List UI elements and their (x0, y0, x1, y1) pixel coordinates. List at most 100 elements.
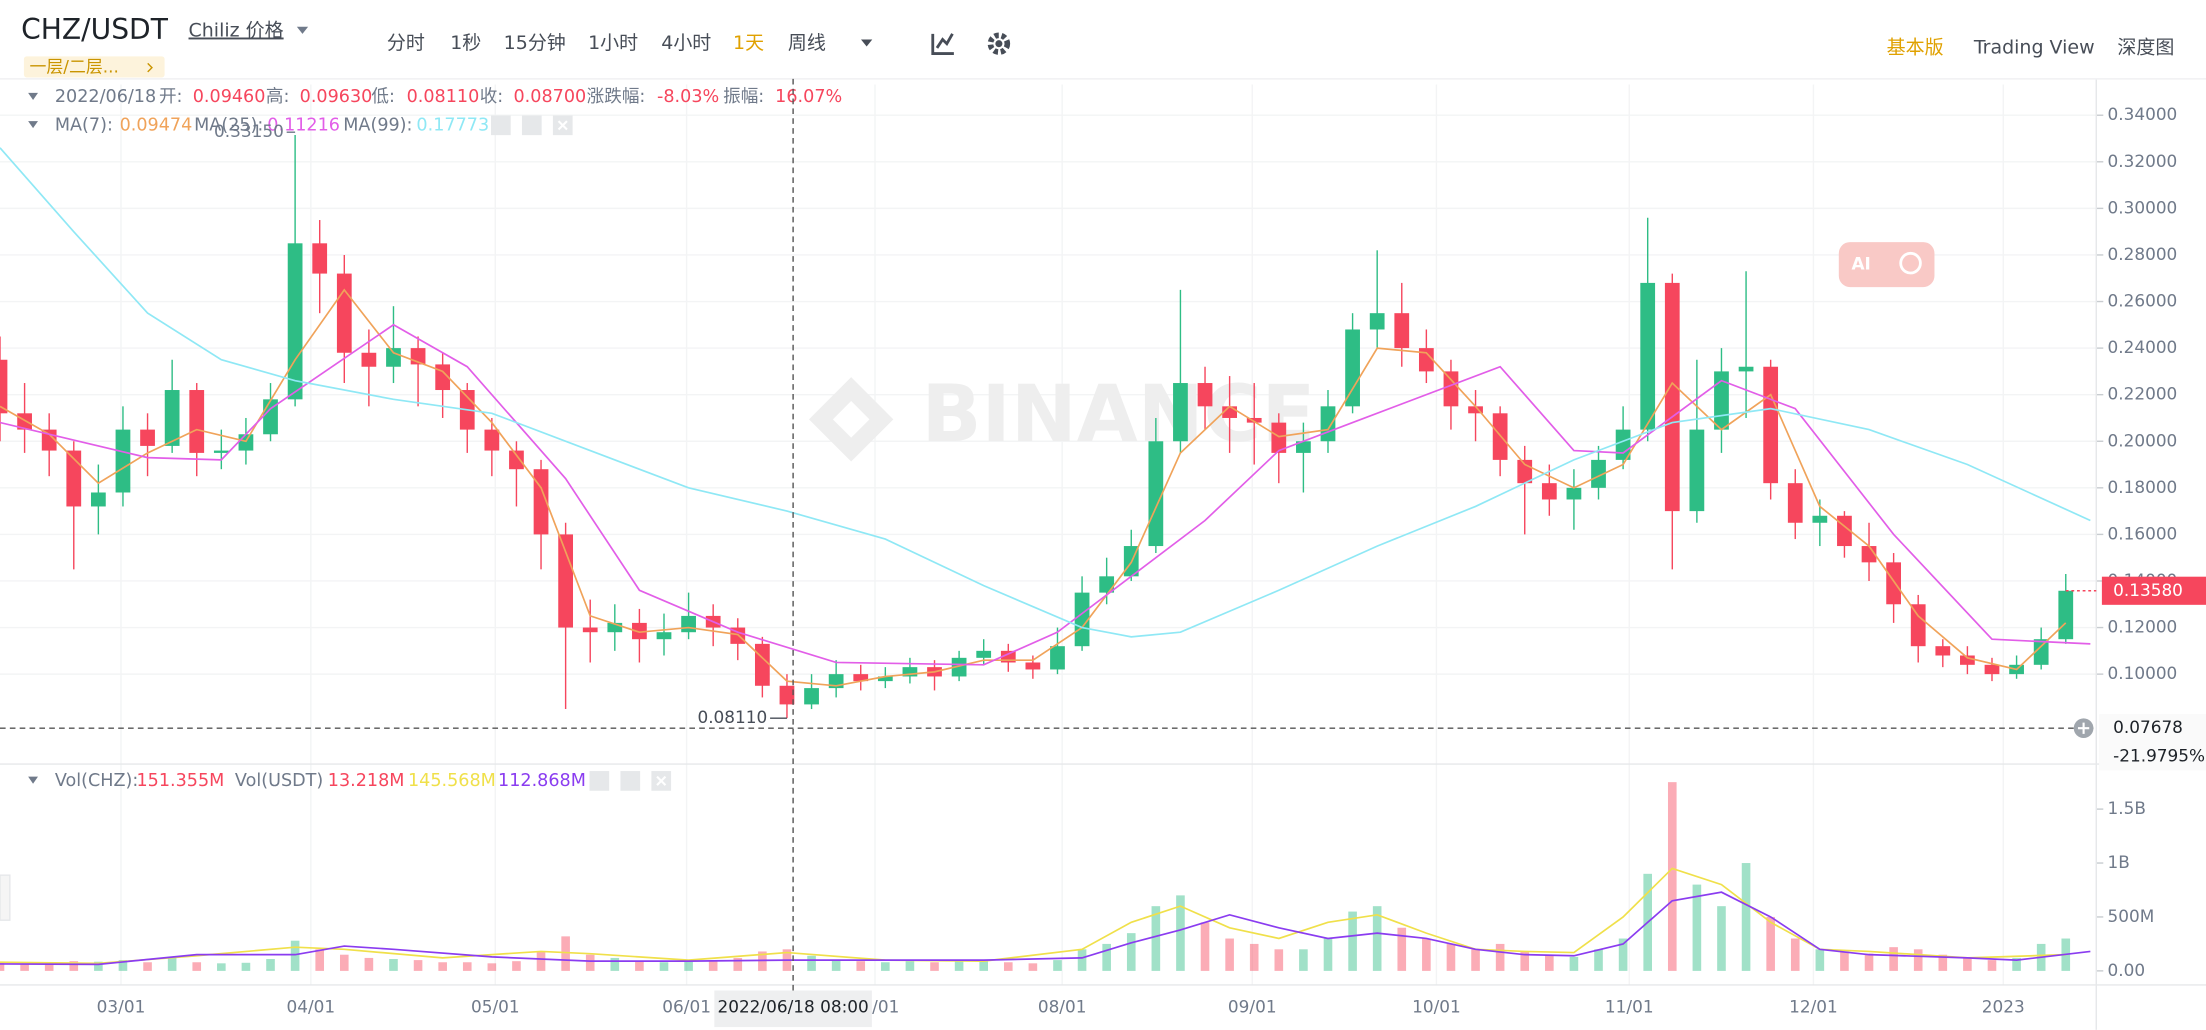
y-tick-label: 0.10000 (2108, 663, 2178, 683)
info-value: 0.08700 (514, 87, 587, 107)
eye-button[interactable] (589, 771, 610, 791)
candle-body (1418, 348, 1434, 372)
volume-bar (315, 949, 325, 971)
volume-bar (1618, 938, 1628, 971)
ai-text[interactable]: AI (1851, 254, 1870, 274)
volume-bar (1274, 949, 1284, 971)
volume-bar (1397, 927, 1407, 971)
eye-button[interactable] (491, 115, 511, 136)
candle-body (1468, 406, 1483, 414)
settings-icon[interactable] (987, 32, 1011, 55)
side-tab[interactable] (0, 874, 11, 921)
candle-body (164, 390, 180, 446)
y-tick-label: 0.26000 (2108, 291, 2178, 311)
search-icon[interactable] (1899, 251, 1922, 275)
candle-body (1173, 383, 1188, 442)
candle-body (2033, 639, 2049, 665)
volume-bar (1348, 911, 1357, 971)
y-tick-label: 0.16000 (2108, 523, 2178, 543)
view-tab[interactable]: Trading View (1973, 36, 2095, 58)
collapse[interactable] (28, 121, 38, 129)
info-date: 2022/06/18 (55, 87, 156, 107)
candle-body (632, 622, 647, 640)
interval[interactable]: 4小时 (661, 32, 711, 54)
volume-bar (1864, 953, 1874, 971)
y-tick-label: 1.5B (2108, 798, 2146, 818)
volume-bar (1963, 957, 1972, 971)
watermark: BINANCE (922, 368, 1316, 460)
volume-bar (512, 961, 521, 971)
candle-body (1591, 459, 1606, 488)
interval-dropdown[interactable] (861, 39, 873, 47)
interval-active[interactable]: 1天 (733, 32, 764, 54)
candle-body (1222, 406, 1238, 418)
view-tab-active[interactable]: 基本版 (1887, 36, 1944, 58)
caret[interactable] (296, 26, 309, 34)
volume-bar (1422, 938, 1431, 971)
interval[interactable]: 周线 (788, 32, 826, 54)
candle-body (1271, 422, 1287, 453)
x-tick-label: 2023 (1982, 996, 2025, 1016)
volume-bar (1545, 954, 1554, 971)
collapse[interactable] (28, 92, 38, 100)
candle-body (189, 390, 205, 453)
crosshair-date: 2022/06/18 08:00 (717, 996, 868, 1016)
candle-body (1369, 313, 1385, 330)
volume-bar (143, 962, 152, 971)
tag-bg[interactable] (23, 56, 165, 78)
vol-label: Vol(USDT) (235, 771, 323, 791)
candle-body (1910, 604, 1926, 647)
candle-body (1763, 366, 1779, 484)
volume-bar (1913, 949, 1923, 971)
volume-bar (2012, 957, 2021, 971)
max-label: 0.33150 (214, 121, 284, 141)
candle-body (1984, 664, 2000, 675)
info-label: 收: (480, 87, 504, 107)
candle-body (976, 650, 992, 658)
coin-name[interactable]: Chiliz 价格 (189, 20, 284, 42)
volume-bar (266, 959, 275, 971)
volume-bar (881, 962, 890, 971)
candle-body (582, 627, 598, 633)
volume-bar (20, 963, 29, 971)
ma-value: 0.09474 (120, 115, 193, 135)
vol-ma-value: 145.568M (408, 771, 496, 791)
candle-body (1394, 313, 1410, 349)
volume-bar (413, 960, 423, 971)
add-icon (2077, 722, 2090, 734)
info-value: 16.07% (775, 87, 842, 107)
volume-bar (364, 957, 374, 971)
candle-body (951, 657, 967, 677)
y-tick-label: 0.12000 (2108, 617, 2178, 637)
line-series (0, 323, 2091, 666)
volume-bar (1889, 947, 1898, 971)
candle-body (1541, 483, 1557, 500)
interval[interactable]: 分时 (387, 32, 425, 54)
settings-button[interactable] (620, 771, 641, 791)
volume-bar (1717, 906, 1726, 971)
volume-bar (1594, 949, 1603, 971)
info-label: 振幅: (723, 87, 764, 107)
x-tick-label: 08/01 (1038, 996, 1087, 1016)
volume-bar (192, 962, 202, 971)
candle-body (2058, 590, 2074, 640)
line-series (0, 867, 2066, 965)
line-series (0, 147, 2091, 638)
interval[interactable]: 15分钟 (504, 32, 566, 54)
interval[interactable]: 1小时 (588, 32, 638, 54)
volume-bar (905, 961, 915, 971)
y-tick-label: 0.18000 (2108, 477, 2178, 497)
collapse[interactable] (28, 776, 38, 784)
y-tick-label: 500M (2108, 906, 2155, 926)
y-tick-label: 0.28000 (2108, 244, 2178, 264)
indicator-icon[interactable] (931, 33, 954, 55)
view-tab[interactable]: 深度图 (2117, 36, 2174, 58)
candle-body (779, 685, 795, 705)
tag[interactable]: 一层/二层... (30, 57, 119, 77)
volume-bar (339, 954, 349, 971)
interval[interactable]: 1秒 (450, 32, 481, 54)
candle-body (1960, 655, 1975, 665)
settings-button[interactable] (521, 115, 542, 136)
crosshair-price-bg (2099, 714, 2206, 771)
